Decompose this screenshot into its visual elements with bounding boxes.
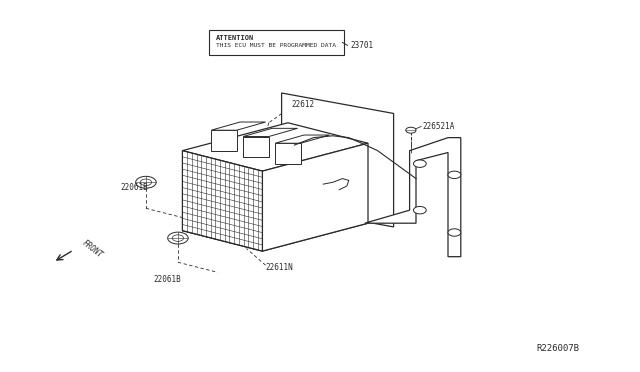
Polygon shape xyxy=(182,203,368,251)
Text: 23701: 23701 xyxy=(351,41,374,50)
Circle shape xyxy=(168,232,188,244)
Text: 22612: 22612 xyxy=(291,100,314,109)
Polygon shape xyxy=(243,128,298,137)
Circle shape xyxy=(140,179,152,186)
FancyBboxPatch shape xyxy=(209,30,344,55)
Text: 22611N: 22611N xyxy=(266,263,293,272)
Polygon shape xyxy=(275,135,330,143)
Polygon shape xyxy=(282,93,394,227)
Polygon shape xyxy=(365,138,461,257)
Text: FRONT: FRONT xyxy=(80,238,104,260)
Circle shape xyxy=(136,176,156,188)
Text: ATTENTION: ATTENTION xyxy=(216,35,254,41)
Polygon shape xyxy=(182,123,368,171)
Circle shape xyxy=(172,235,184,241)
Text: THIS ECU MUST BE PROGRAMMED DATA: THIS ECU MUST BE PROGRAMMED DATA xyxy=(216,43,336,48)
Text: 226521A: 226521A xyxy=(422,122,455,131)
Text: 22061B: 22061B xyxy=(154,275,181,284)
Polygon shape xyxy=(243,137,269,157)
Polygon shape xyxy=(262,143,368,251)
Circle shape xyxy=(448,229,461,236)
Circle shape xyxy=(406,127,416,133)
Text: 22061B: 22061B xyxy=(120,183,148,192)
Polygon shape xyxy=(275,143,301,164)
Text: R226007B: R226007B xyxy=(536,344,579,353)
Polygon shape xyxy=(182,151,262,251)
Circle shape xyxy=(448,171,461,179)
Polygon shape xyxy=(211,122,266,130)
Circle shape xyxy=(413,160,426,167)
Circle shape xyxy=(413,206,426,214)
Polygon shape xyxy=(211,130,237,151)
